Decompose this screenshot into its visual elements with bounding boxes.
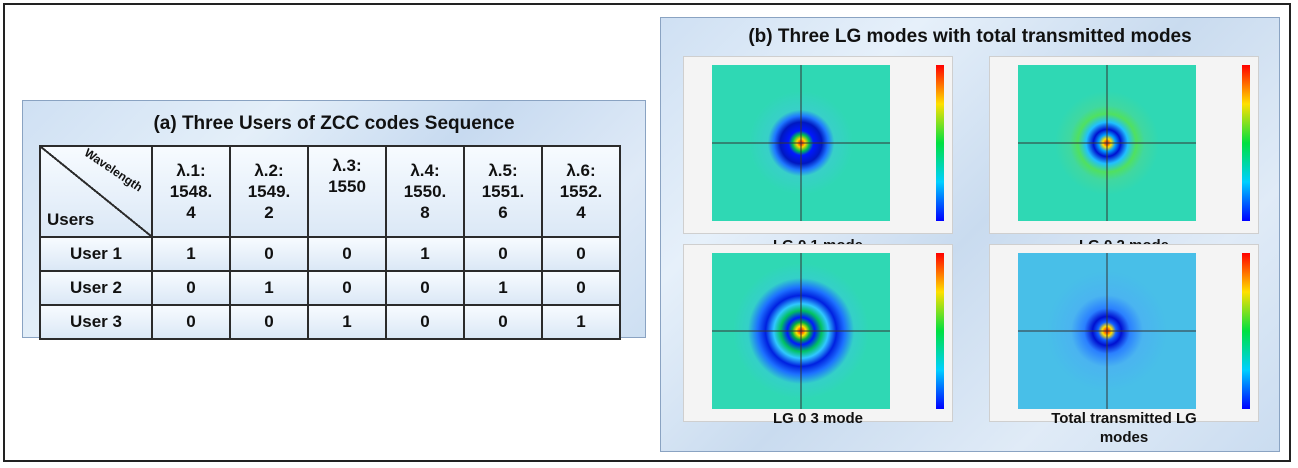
lg02-intensity-image (1018, 65, 1250, 221)
table-row: User 3 0 0 1 0 0 1 (39, 304, 621, 340)
column-header: λ.1: 1548. 4 (151, 145, 231, 238)
column-header-line: λ.1: (176, 161, 206, 180)
table-cell: 0 (385, 304, 465, 340)
table-cell: 1 (151, 236, 231, 272)
total-lg-modes-plot (989, 244, 1259, 422)
column-header-line: λ.5: (488, 161, 518, 180)
wavelength-label: Wavelength (81, 145, 146, 195)
table-cell: 0 (307, 270, 387, 306)
table-cell: 0 (151, 304, 231, 340)
column-header-line: 1550 (328, 177, 366, 196)
users-label: Users (47, 210, 95, 229)
column-header: λ.4: 1550. 8 (385, 145, 465, 238)
zcc-table-title: (a) Three Users of ZCC codes Sequence (153, 113, 515, 134)
column-header: λ.6: 1552. 4 (541, 145, 621, 238)
column-header-line: λ.4: (410, 161, 440, 180)
column-header-line: λ.3: (332, 156, 362, 175)
table-cell: 0 (541, 236, 621, 272)
total-lg-caption: Total transmitted LG modes (1051, 410, 1197, 446)
table-cell: 0 (229, 304, 309, 340)
lg-modes-title: (b) Three LG modes with total transmitte… (748, 26, 1192, 47)
column-header-line: 1548. (169, 182, 213, 201)
column-header: λ.2: 1549. 2 (229, 145, 309, 238)
lg01-mode-plot (683, 56, 953, 234)
table-cell: 1 (541, 304, 621, 340)
zcc-table-panel: (a) Three Users of ZCC codes Sequence Wa… (22, 100, 646, 340)
table-cell: 0 (307, 236, 387, 272)
row-label: User 3 (39, 304, 153, 340)
table-header-row: Wavelength Users λ.1: 1548. 4 λ.2: 1549. 2 λ… (39, 145, 621, 238)
lg-modes-panel: (b) Three LG modes with total transmitte… (660, 17, 1280, 452)
table-cell: 0 (229, 236, 309, 272)
column-header-line: λ.6: (566, 161, 596, 180)
table-cell: 0 (463, 236, 543, 272)
table-cell: 1 (229, 270, 309, 306)
column-header-line: 8 (420, 203, 430, 222)
column-header-line: 1552. (559, 182, 603, 201)
table-cell: 0 (463, 304, 543, 340)
lg01-intensity-image (712, 65, 944, 221)
column-header: λ.5: 1551. 6 (463, 145, 543, 238)
row-label: User 2 (39, 270, 153, 306)
lg02-mode-plot (989, 56, 1259, 234)
column-header-line: 1550. (403, 182, 447, 201)
table-cell: 0 (385, 270, 465, 306)
table-cell: 1 (463, 270, 543, 306)
column-header-line: 4 (186, 203, 196, 222)
table-row: User 1 1 0 0 1 0 0 (39, 236, 621, 272)
lg03-intensity-image (712, 253, 944, 409)
total-intensity-image (1018, 253, 1250, 409)
column-header-line: 4 (576, 203, 586, 222)
table-cell: 1 (307, 304, 387, 340)
column-header: λ.3: 1550 (307, 145, 387, 238)
column-header-line: λ.2: (254, 161, 284, 180)
table-row: User 2 0 1 0 0 1 0 (39, 270, 621, 306)
column-header-line: 6 (498, 203, 508, 222)
table-corner-cell: Wavelength Users (39, 145, 153, 238)
lg03-caption: LG 0 3 mode (772, 410, 864, 427)
column-header-line: 2 (264, 203, 274, 222)
lg03-mode-plot (683, 244, 953, 422)
table-cell: 0 (541, 270, 621, 306)
zcc-code-table: Wavelength Users λ.1: 1548. 4 λ.2: 1549. 2 λ… (39, 145, 621, 340)
column-header-line: 1549. (247, 182, 291, 201)
row-label: User 1 (39, 236, 153, 272)
table-cell: 0 (151, 270, 231, 306)
table-cell: 1 (385, 236, 465, 272)
column-header-line: 1551. (481, 182, 525, 201)
